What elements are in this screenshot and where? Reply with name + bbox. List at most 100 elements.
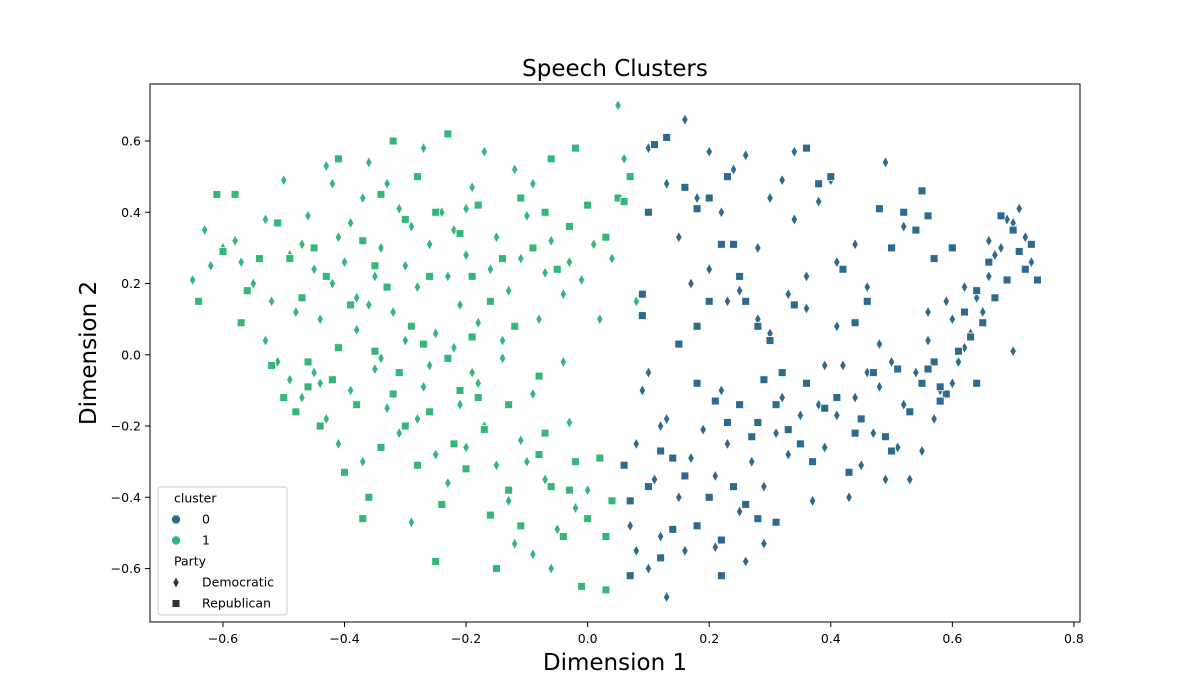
point-cluster-0-democratic — [735, 505, 744, 519]
point-cluster-0-republican — [990, 293, 1000, 303]
point-cluster-0-democratic — [875, 380, 884, 394]
point-cluster-1-democratic — [474, 316, 482, 330]
point-cluster-0-republican — [789, 300, 799, 310]
point-cluster-0-democratic — [687, 451, 695, 465]
point-cluster-1-democratic — [577, 273, 586, 287]
point-cluster-0-democratic — [893, 440, 902, 454]
point-cluster-1-democratic — [261, 334, 270, 347]
point-cluster-0-republican — [844, 468, 854, 477]
point-cluster-1-democratic — [553, 522, 561, 536]
point-cluster-1-republican — [291, 407, 301, 417]
x-tick-label: 0.8 — [1064, 631, 1084, 646]
point-cluster-0-republican — [917, 378, 927, 388]
point-cluster-0-democratic — [985, 269, 993, 283]
point-cluster-0-republican — [656, 446, 665, 456]
point-cluster-0-republican — [741, 500, 751, 509]
y-tick-label: −0.4 — [111, 490, 141, 505]
point-cluster-1-republican — [309, 243, 319, 253]
point-cluster-0-democratic — [681, 113, 689, 127]
point-cluster-1-democratic — [517, 433, 525, 447]
point-cluster-1-democratic — [504, 494, 513, 508]
point-cluster-1-democratic — [298, 237, 306, 251]
point-cluster-0-democratic — [784, 287, 792, 301]
point-cluster-0-democratic — [833, 255, 841, 269]
plot-frame — [149, 83, 1081, 623]
point-cluster-0-republican — [753, 321, 763, 331]
point-cluster-0-democratic — [632, 544, 641, 558]
point-cluster-1-democratic — [261, 212, 270, 226]
point-cluster-1-republican — [407, 321, 416, 331]
point-cluster-1-democratic — [498, 334, 507, 347]
point-cluster-0-republican — [777, 368, 787, 377]
point-cluster-1-democratic — [504, 284, 513, 298]
point-cluster-0-democratic — [1021, 230, 1030, 244]
point-cluster-1-democratic — [450, 341, 458, 355]
point-cluster-0-republican — [850, 428, 860, 438]
point-cluster-1-democratic — [474, 376, 482, 390]
point-cluster-1-democratic — [510, 537, 519, 551]
point-cluster-0-republican — [905, 407, 915, 417]
point-cluster-1-democratic — [541, 266, 549, 280]
legend-hue-title: cluster — [174, 491, 217, 506]
x-axis-label: Dimension 1 — [543, 650, 687, 676]
point-cluster-1-democratic — [322, 159, 331, 173]
point-cluster-0-democratic — [924, 334, 932, 347]
point-cluster-1-republican — [601, 585, 611, 595]
y-tick-label: 0.0 — [121, 347, 141, 362]
point-cluster-0-democratic — [899, 220, 908, 233]
point-cluster-0-republican — [759, 375, 769, 385]
point-cluster-0-democratic — [960, 280, 969, 294]
point-cluster-1-democratic — [377, 351, 385, 365]
point-cluster-0-democratic — [729, 163, 738, 176]
point-cluster-0-democratic — [954, 355, 963, 369]
point-cluster-1-democratic — [286, 373, 294, 387]
point-cluster-1-republican — [334, 343, 343, 352]
point-cluster-0-republican — [783, 425, 793, 434]
point-cluster-1-democratic — [565, 416, 574, 429]
point-cluster-0-republican — [650, 140, 659, 149]
point-cluster-0-democratic — [820, 440, 829, 454]
point-cluster-1-democratic — [608, 252, 616, 266]
point-cluster-0-republican — [674, 339, 684, 349]
point-cluster-1-democratic — [547, 234, 555, 248]
y-tick-label: −0.6 — [111, 561, 141, 576]
point-cluster-1-democratic — [444, 269, 452, 283]
point-cluster-0-democratic — [833, 319, 841, 333]
point-cluster-1-democratic — [413, 412, 422, 426]
point-cluster-1-republican — [218, 247, 228, 256]
x-tick-label: −0.2 — [451, 631, 481, 646]
point-cluster-1-democratic — [462, 248, 470, 262]
point-cluster-0-republican — [802, 143, 811, 153]
point-cluster-0-republican — [771, 517, 781, 527]
point-cluster-1-republican — [479, 425, 489, 434]
point-cluster-1-republican — [388, 136, 398, 146]
point-cluster-1-republican — [431, 207, 441, 217]
point-cluster-0-republican — [808, 457, 817, 467]
x-tick-label: 0.2 — [699, 631, 719, 646]
point-cluster-0-republican — [1027, 239, 1036, 249]
point-cluster-1-republican — [388, 389, 398, 399]
point-cluster-0-democratic — [778, 391, 786, 405]
point-cluster-1-democratic — [334, 230, 343, 244]
point-cluster-1-democratic — [589, 237, 598, 251]
point-cluster-0-republican — [625, 571, 635, 581]
point-cluster-1-republican — [303, 382, 313, 392]
point-cluster-0-republican — [826, 172, 836, 181]
point-cluster-0-republican — [1014, 247, 1024, 256]
point-cluster-0-republican — [917, 186, 927, 196]
point-cluster-0-democratic — [979, 305, 987, 319]
point-cluster-1-democratic — [596, 312, 604, 326]
point-cluster-0-republican — [881, 432, 890, 442]
point-cluster-0-republican — [765, 336, 775, 345]
point-cluster-1-democratic — [535, 312, 543, 326]
y-tick-label: 0.6 — [121, 134, 141, 149]
point-cluster-1-democratic — [456, 398, 464, 412]
point-cluster-1-republican — [340, 468, 349, 477]
point-cluster-0-republican — [753, 514, 763, 524]
point-cluster-1-democratic — [431, 448, 440, 462]
point-cluster-0-republican — [625, 496, 635, 506]
point-cluster-0-republican — [923, 211, 933, 221]
chart-title: Speech Clusters — [522, 56, 708, 82]
point-cluster-1-democratic — [480, 145, 489, 159]
point-cluster-1-republican — [413, 172, 422, 181]
